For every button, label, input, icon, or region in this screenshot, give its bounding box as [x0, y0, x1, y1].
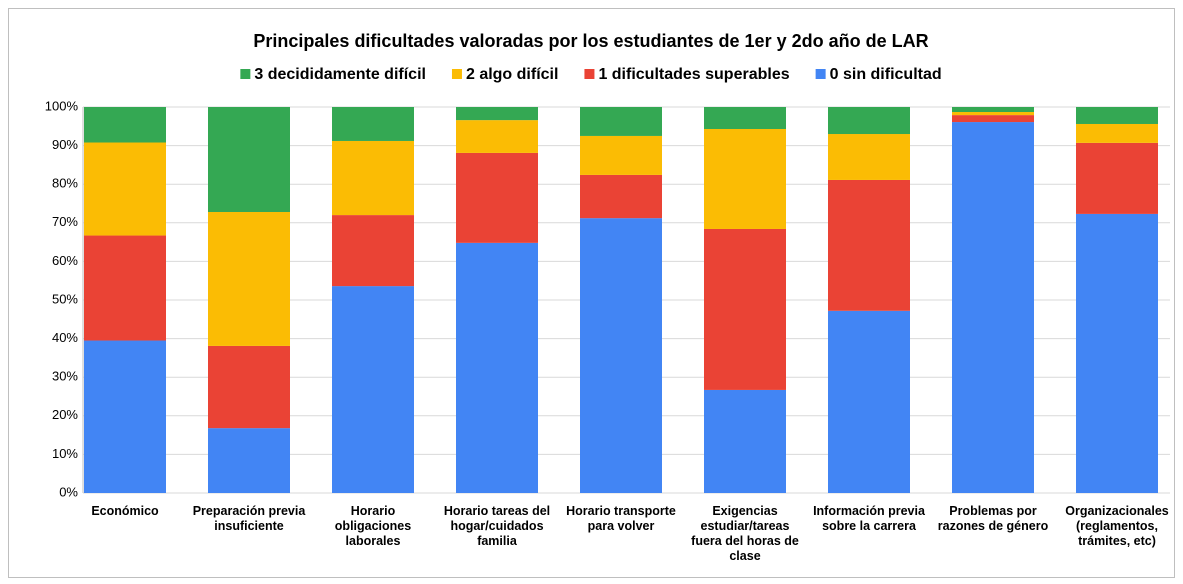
bar-segment: [952, 107, 1034, 113]
x-tick-label: Problemas por razones de género: [937, 504, 1049, 533]
bar-segment: [332, 107, 414, 141]
y-tick-label: 40%: [52, 330, 78, 345]
bar-segment: [580, 218, 662, 493]
y-tick-label: 90%: [52, 137, 78, 152]
bar-segment: [580, 174, 662, 219]
y-tick-label: 10%: [52, 446, 78, 461]
bar-segment: [332, 140, 414, 216]
bar-segment: [456, 152, 538, 243]
legend-swatch: [815, 69, 826, 79]
legend-label: 2 algo difícil: [466, 66, 558, 83]
x-tick-label: Horario transporte para volver: [566, 504, 676, 533]
x-tick-label: Información previa sobre la carrera: [813, 504, 925, 533]
bar-segment: [456, 107, 538, 121]
bar-segment: [828, 107, 910, 135]
legend-label: 0 sin dificultad: [830, 66, 942, 83]
x-tick-label: Horario tareas del hogar/cuidados famili…: [443, 504, 551, 548]
bar-segment: [1076, 142, 1158, 214]
bar-segment: [208, 428, 290, 493]
bar-segment: [704, 389, 786, 493]
bar-segment: [704, 129, 786, 229]
bar-segment: [84, 142, 166, 236]
bar-segment: [208, 211, 290, 346]
bar-segment: [704, 228, 786, 390]
bar-segment: [828, 134, 910, 180]
chart-title: Principales dificultades valoradas por l…: [253, 31, 928, 51]
x-tick-label: Preparación previa insuficiente: [192, 504, 306, 533]
bar-segment: [952, 112, 1034, 116]
bar-segment: [332, 215, 414, 287]
bar-segment: [952, 122, 1034, 493]
y-tick-label: 50%: [52, 291, 78, 306]
y-tick-label: 70%: [52, 214, 78, 229]
x-tick-label: Exigencias estudiar/tareas fuera del hor…: [691, 504, 799, 563]
bar-segment: [704, 107, 786, 130]
y-tick-label: 80%: [52, 176, 78, 191]
y-tick-label: 100%: [45, 98, 79, 113]
bar-segment: [208, 345, 290, 429]
bar-segment: [828, 179, 910, 311]
bar-segment: [1076, 107, 1158, 124]
bar-segment: [1076, 213, 1158, 493]
y-tick-label: 30%: [52, 369, 78, 384]
bar-segment: [952, 115, 1034, 123]
bar-segment: [84, 235, 166, 341]
bar-segment: [332, 286, 414, 493]
bar-segment: [828, 310, 910, 493]
legend-swatch: [584, 69, 595, 79]
y-tick-label: 0%: [59, 484, 78, 499]
legend-label: 3 decididamente difícil: [254, 66, 426, 83]
x-tick-label: Económico: [91, 504, 159, 518]
legend-label: 1 dificultades superables: [598, 66, 789, 83]
x-tick-label: Horario obligaciones laborales: [334, 504, 412, 548]
bar-segment: [456, 242, 538, 493]
legend-swatch: [240, 69, 251, 79]
bar-segment: [456, 120, 538, 153]
bar-segment: [580, 135, 662, 175]
bar-segment: [84, 107, 166, 143]
bar-segment: [208, 107, 290, 212]
x-tick-label: Organizacionales (reglamentos, trámites,…: [1065, 504, 1169, 548]
bar-segment: [1076, 123, 1158, 143]
bar-segment: [580, 107, 662, 136]
legend-swatch: [451, 69, 462, 79]
y-tick-label: 20%: [52, 407, 78, 422]
bar-segment: [84, 340, 166, 493]
y-tick-label: 60%: [52, 253, 78, 268]
